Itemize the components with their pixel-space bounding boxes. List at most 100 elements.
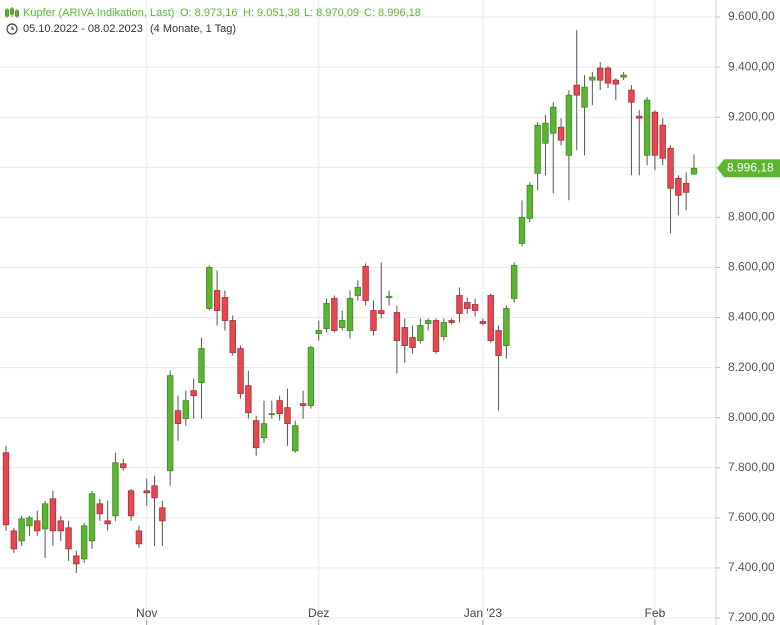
candle-body [252, 420, 260, 449]
x-tick-label: Feb [645, 606, 666, 620]
candle-body [299, 403, 307, 407]
candle-body [338, 320, 346, 328]
candle-body [331, 298, 338, 331]
candle-body [166, 375, 174, 472]
candle-body [190, 390, 197, 397]
candle-body [127, 490, 135, 517]
candle-body [659, 124, 666, 159]
candle-body [10, 530, 18, 550]
last-price-tag [717, 159, 780, 178]
candle-body [174, 410, 182, 425]
candle-body [690, 167, 698, 175]
close-text: C: 8.996,18 [364, 7, 421, 19]
candle-body [80, 525, 88, 560]
candle-body [385, 296, 393, 298]
candle-body [41, 503, 49, 530]
y-tick-label: 9.400,00 [728, 59, 775, 73]
candle-body [49, 498, 57, 532]
last-price-label: 8.996,18 [727, 160, 774, 174]
candle-body [628, 89, 635, 103]
y-tick-label: 7.800,00 [728, 460, 775, 474]
candle-body [104, 520, 111, 525]
candle-body [534, 124, 541, 174]
candle-body [57, 520, 64, 532]
candle-body [479, 321, 487, 324]
candle-body [229, 320, 236, 353]
candle-body [682, 182, 690, 193]
candle-body [151, 485, 158, 499]
candle-body [112, 462, 119, 517]
candle-body [323, 303, 330, 329]
candle-body [518, 216, 526, 244]
candle-body [456, 295, 463, 314]
candle-body [260, 423, 268, 439]
candle-body [440, 322, 448, 337]
candle-body [487, 295, 494, 341]
candle-body [596, 67, 604, 81]
candle-body [206, 267, 213, 309]
candle-body [550, 106, 557, 134]
y-tick-label: 7.400,00 [728, 560, 775, 574]
candle-body [581, 86, 588, 108]
candle-body [346, 298, 354, 331]
candle-body [448, 320, 455, 323]
clock-icon [6, 23, 18, 35]
candle-body [88, 493, 96, 542]
candle-body [362, 266, 369, 301]
candle-body [464, 302, 471, 309]
candle-body [643, 99, 651, 156]
candle-body [2, 452, 10, 526]
candle-body [378, 310, 385, 314]
candle-body [315, 330, 322, 334]
open-text: O: 8.973,16 [180, 7, 238, 19]
x-tick-label: Dez [308, 606, 329, 620]
candle-body [417, 325, 424, 341]
candle-body [120, 463, 127, 469]
candle-body [143, 490, 150, 494]
y-tick-label: 9.200,00 [728, 109, 775, 123]
candle-body [354, 287, 362, 296]
candle-body [503, 308, 510, 346]
y-tick-label: 9.600,00 [728, 9, 775, 23]
y-tick-label: 8.800,00 [728, 210, 775, 224]
candle-body [73, 555, 80, 565]
candle-body [565, 94, 573, 156]
candle-body [65, 527, 72, 550]
candle-body [18, 518, 25, 542]
candle-body [667, 147, 674, 189]
candle-body [221, 297, 229, 321]
candle-body [409, 337, 416, 348]
candle-body [237, 348, 244, 395]
x-tick-label: Jan '23 [464, 606, 503, 620]
period: 05.10.2022 - 08.02.2023 [23, 23, 143, 35]
candle-body [675, 177, 682, 196]
candle-body [370, 310, 377, 331]
candle-body [276, 400, 283, 415]
candle-body [495, 330, 502, 356]
candle-body [573, 84, 580, 96]
candle-body [268, 413, 276, 416]
period-note: (4 Monate, 1 Tag) [150, 23, 236, 35]
x-tick-label: Nov [136, 606, 157, 620]
y-tick-label: 8.400,00 [728, 310, 775, 324]
candle-body [213, 290, 221, 311]
candle-body [198, 348, 205, 384]
y-tick-label: 8.000,00 [728, 410, 775, 424]
candle-body [604, 67, 612, 84]
candle-body [34, 520, 41, 532]
candle-body [135, 530, 143, 545]
candle-body [159, 507, 166, 522]
candle-icon [5, 7, 19, 18]
candle-body [636, 115, 643, 119]
candle-body [26, 517, 33, 527]
candle-body [307, 347, 315, 407]
y-tick-label: 8.200,00 [728, 360, 775, 374]
candle-body [510, 265, 518, 299]
title: Kupfer (ARIVA Indikation, Last) [23, 7, 174, 19]
candle-body [542, 122, 549, 144]
y-tick-label: 8.600,00 [728, 260, 775, 274]
candle-body [96, 503, 104, 515]
candle-body [651, 111, 659, 156]
candle-body [393, 312, 401, 341]
